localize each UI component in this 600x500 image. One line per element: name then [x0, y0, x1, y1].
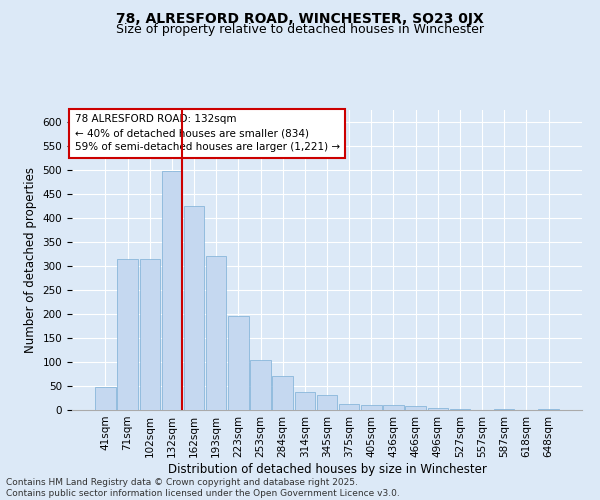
- Bar: [250, 360, 271, 410]
- X-axis label: Distribution of detached houses by size in Winchester: Distribution of detached houses by size …: [167, 462, 487, 475]
- Text: 78 ALRESFORD ROAD: 132sqm
← 40% of detached houses are smaller (834)
59% of semi: 78 ALRESFORD ROAD: 132sqm ← 40% of detac…: [74, 114, 340, 152]
- Bar: [118, 260, 138, 410]
- Bar: [228, 316, 248, 410]
- Bar: [383, 404, 404, 410]
- Bar: [428, 408, 448, 410]
- Bar: [450, 409, 470, 410]
- Bar: [140, 259, 160, 410]
- Bar: [184, 206, 204, 410]
- Bar: [206, 256, 226, 410]
- Text: 78, ALRESFORD ROAD, WINCHESTER, SO23 0JX: 78, ALRESFORD ROAD, WINCHESTER, SO23 0JX: [116, 12, 484, 26]
- Text: Contains HM Land Registry data © Crown copyright and database right 2025.
Contai: Contains HM Land Registry data © Crown c…: [6, 478, 400, 498]
- Bar: [317, 394, 337, 410]
- Bar: [295, 392, 315, 410]
- Bar: [538, 408, 559, 410]
- Text: Size of property relative to detached houses in Winchester: Size of property relative to detached ho…: [116, 22, 484, 36]
- Y-axis label: Number of detached properties: Number of detached properties: [24, 167, 37, 353]
- Bar: [272, 376, 293, 410]
- Bar: [95, 388, 116, 410]
- Bar: [361, 404, 382, 410]
- Bar: [339, 404, 359, 410]
- Bar: [161, 172, 182, 410]
- Bar: [494, 409, 514, 410]
- Bar: [406, 406, 426, 410]
